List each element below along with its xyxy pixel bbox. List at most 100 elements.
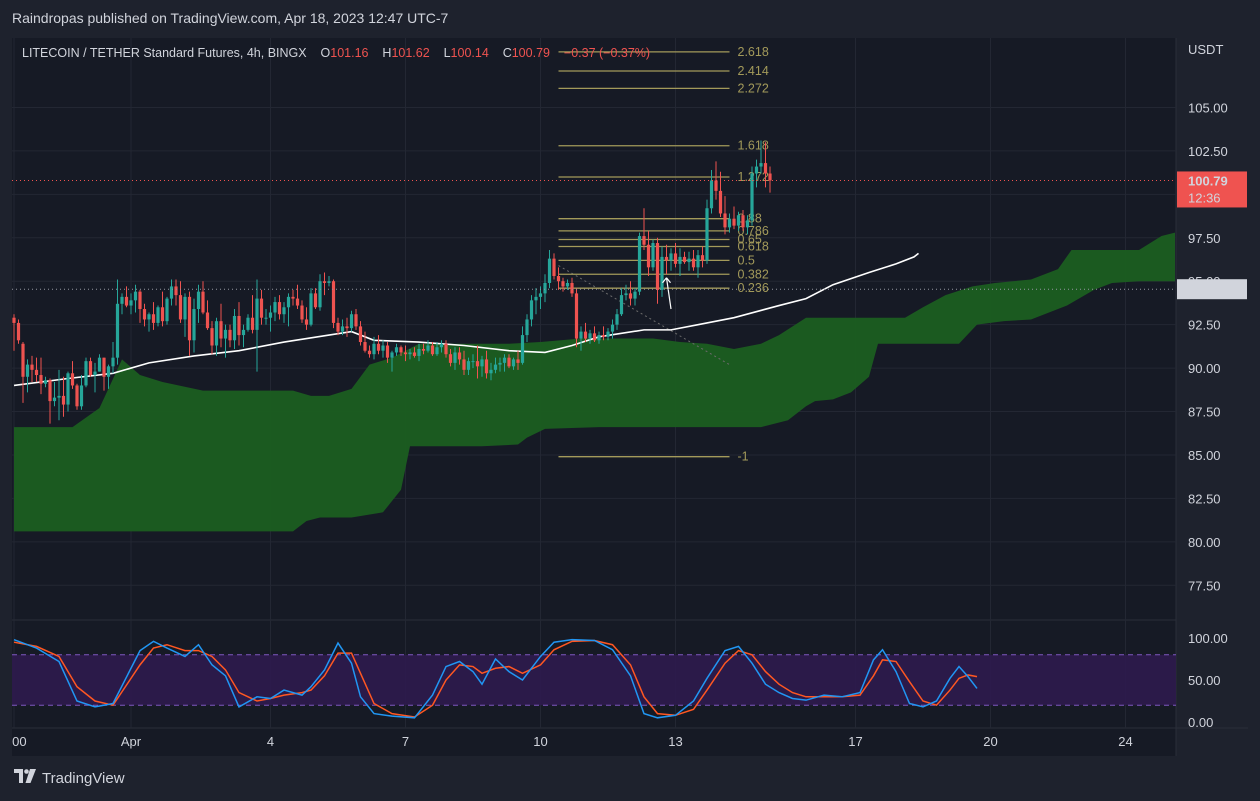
candle-body xyxy=(507,357,511,367)
candle xyxy=(732,206,736,230)
candle-body xyxy=(615,314,619,325)
candle-body xyxy=(178,295,183,320)
candle-body xyxy=(399,347,403,353)
candle xyxy=(615,309,619,330)
candle-body xyxy=(723,213,727,228)
candle-body xyxy=(592,333,597,341)
candle-body xyxy=(759,163,763,167)
candle xyxy=(318,274,322,311)
candle-body xyxy=(574,293,579,339)
candle xyxy=(363,331,367,353)
candle xyxy=(547,249,552,289)
candle-body xyxy=(390,352,394,358)
tradingview-logo[interactable]: TradingView xyxy=(14,769,125,787)
candle xyxy=(561,277,565,292)
close-value: 100.79 xyxy=(511,46,550,60)
candle xyxy=(259,289,264,325)
time-tick-label: 7 xyxy=(402,734,409,749)
symbol-title[interactable]: LITECOIN / TETHER Standard Futures, 4h, … xyxy=(22,46,307,60)
candle-body xyxy=(678,256,682,264)
candle-body xyxy=(741,215,745,228)
time-tick-label: 13 xyxy=(668,734,682,749)
candle-body xyxy=(619,295,624,315)
candle-body xyxy=(237,315,241,336)
candle xyxy=(601,326,606,341)
candle xyxy=(115,279,120,365)
candle-body xyxy=(210,328,214,346)
candle xyxy=(426,340,430,353)
candle xyxy=(448,348,453,367)
candle-body xyxy=(700,255,705,261)
candle-body xyxy=(120,296,124,304)
candle xyxy=(718,171,723,217)
candle xyxy=(565,279,570,290)
candle xyxy=(138,289,142,323)
candle xyxy=(79,375,84,410)
candle xyxy=(642,208,646,250)
candle-body xyxy=(435,347,439,355)
candle-body xyxy=(111,357,115,367)
candle-body xyxy=(426,345,430,351)
open-label: O xyxy=(320,46,331,60)
candle-body xyxy=(169,286,174,299)
candle-body xyxy=(448,354,453,363)
candle xyxy=(165,296,169,325)
candle-body xyxy=(691,258,696,268)
candle xyxy=(367,345,372,358)
low-label: L xyxy=(443,46,451,60)
candle xyxy=(273,296,277,322)
candle xyxy=(597,331,601,344)
price-axis: USDT105.00102.50100.0097.5095.0092.5090.… xyxy=(1177,42,1247,593)
candle-body xyxy=(300,305,304,320)
chart-canvas[interactable]: 2.6182.4142.2721.6181.2720.880.7860.650.… xyxy=(12,38,1248,756)
candle-body xyxy=(363,342,367,351)
candle-body xyxy=(754,166,759,174)
time-axis: 3:00 Apr 4 7 10 13 17 20 24 xyxy=(12,734,1133,749)
candle-body xyxy=(43,380,48,384)
candle-body xyxy=(151,314,156,323)
candle xyxy=(196,284,201,323)
chart-area[interactable]: 2.6182.4142.2721.6181.2720.880.7860.650.… xyxy=(12,38,1248,756)
candle-body xyxy=(480,359,484,367)
candle-body xyxy=(453,352,457,363)
fib-level-label: 0.786 xyxy=(738,224,769,238)
candle-body xyxy=(529,300,534,320)
candle-body xyxy=(318,281,322,308)
price-tick-label: 92.50 xyxy=(1188,318,1221,333)
candle xyxy=(304,307,309,330)
candle xyxy=(345,317,349,337)
candle xyxy=(498,357,502,372)
candle xyxy=(750,166,754,226)
candle-body xyxy=(750,173,754,221)
candle-body xyxy=(606,331,610,337)
candle-body xyxy=(39,375,43,384)
candle-body xyxy=(187,296,192,341)
candle xyxy=(453,347,457,370)
candle xyxy=(700,246,705,268)
price-tick-label: 87.50 xyxy=(1188,405,1221,420)
candle-body xyxy=(565,282,570,287)
candle-body xyxy=(354,314,358,327)
time-tick-label: 3:00 xyxy=(12,734,27,749)
candle xyxy=(457,347,462,365)
current-price-value: 100.79 xyxy=(1188,173,1228,188)
candle xyxy=(682,251,687,264)
candle-body xyxy=(552,258,556,277)
candle xyxy=(142,303,147,327)
candle xyxy=(399,345,403,356)
footer-bar xyxy=(0,757,1260,801)
time-tick-label: 10 xyxy=(533,734,547,749)
fib-level-label: 0.5 xyxy=(738,253,755,267)
candle-body xyxy=(142,309,147,320)
candle xyxy=(156,305,160,327)
candle-body xyxy=(250,317,255,330)
candle-body xyxy=(525,319,529,336)
fib-level-label: 1.618 xyxy=(738,139,769,153)
symbol-legend: LITECOIN / TETHER Standard Futures, 4h, … xyxy=(22,46,650,60)
candle-body xyxy=(516,359,520,363)
candle-body xyxy=(57,395,61,398)
candle-body xyxy=(48,380,52,402)
candle xyxy=(678,248,682,277)
candle xyxy=(385,342,390,363)
candle-body xyxy=(628,293,633,299)
